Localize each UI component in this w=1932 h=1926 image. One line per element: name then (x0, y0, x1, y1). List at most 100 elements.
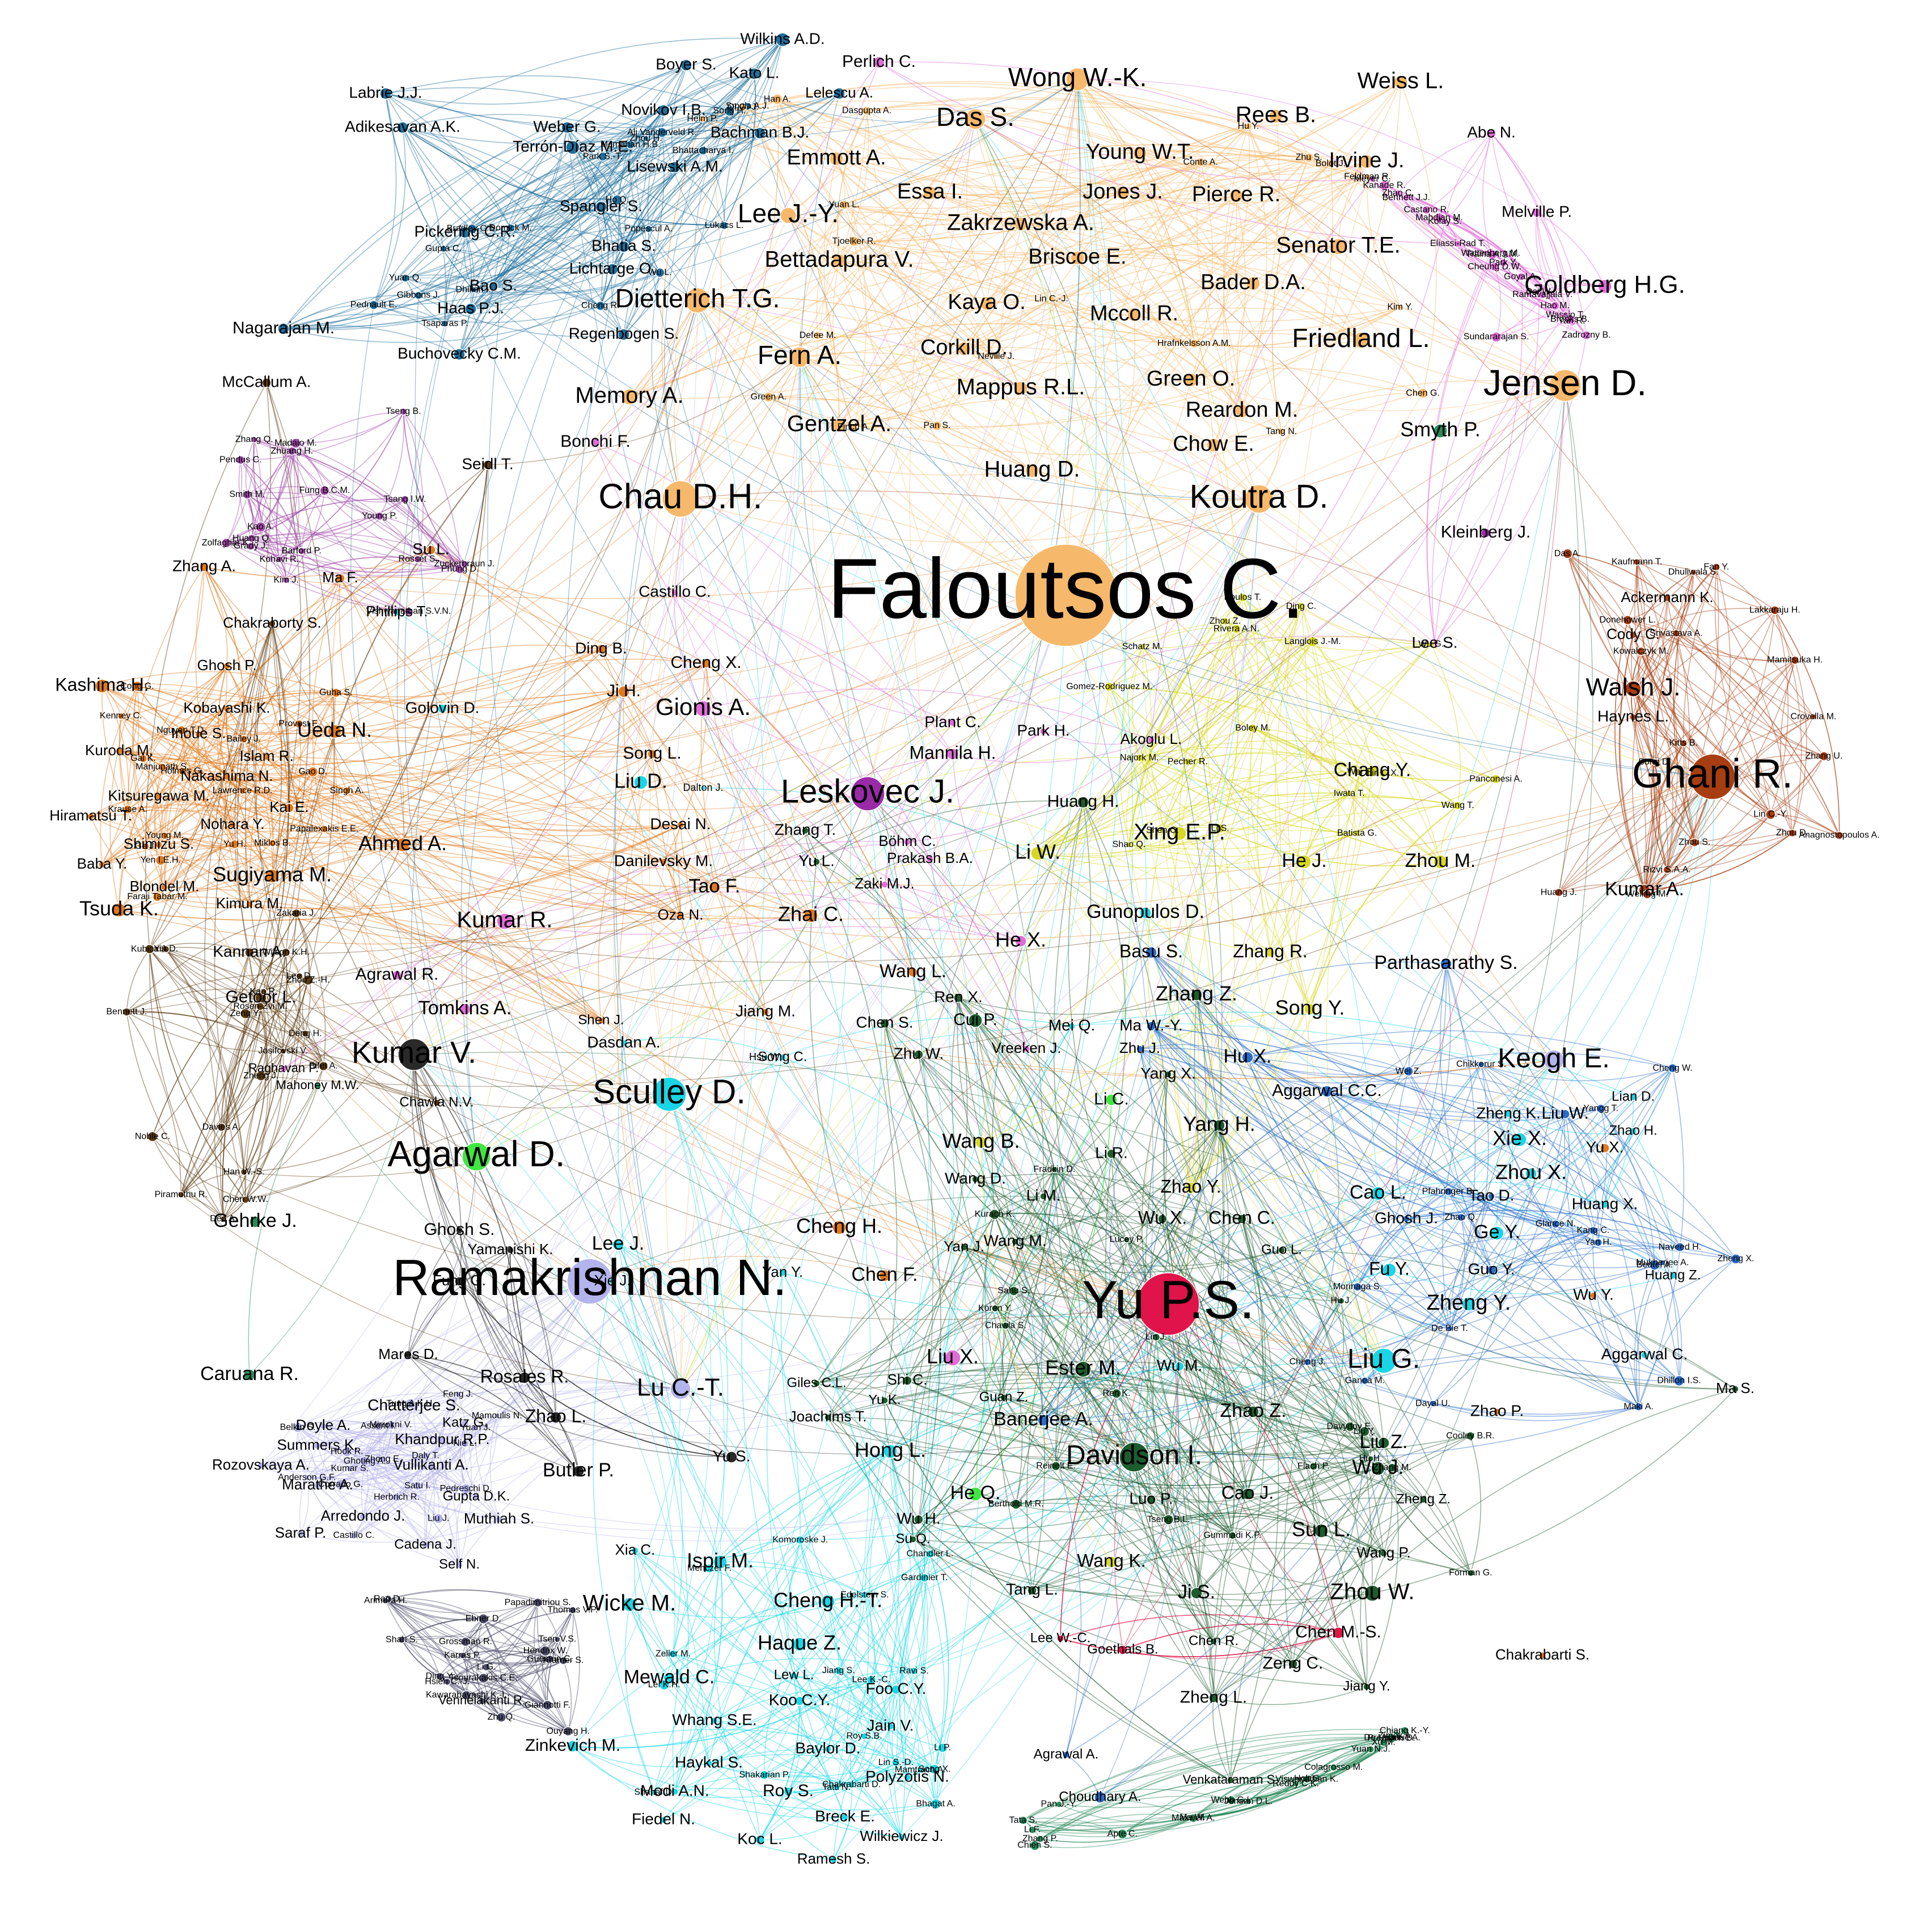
coauthor-edge (720, 1561, 800, 1645)
coauthor-edge (470, 127, 568, 310)
coauthor-edge (567, 122, 662, 133)
coauthor-edge (1383, 1442, 1393, 1554)
coauthor-edge (483, 1602, 539, 1679)
author-label: Zadrozny B. (1562, 331, 1610, 340)
coauthor-edge (249, 824, 681, 910)
coauthor-edge (307, 1476, 397, 1498)
coauthor-edge (447, 1602, 538, 1682)
coauthor-edge (323, 1425, 466, 1489)
coauthor-edge (1236, 163, 1331, 196)
coauthor-edge (1059, 1799, 1193, 1818)
coauthor-edge (663, 39, 783, 111)
coauthor-edge (349, 79, 1078, 1469)
coauthor-edge (1043, 1191, 1449, 1421)
coauthor-edge (890, 1451, 925, 1578)
coauthor-edge (234, 772, 314, 845)
coauthor-edge (459, 1281, 732, 1458)
coauthor-edge (127, 809, 1554, 1079)
coauthor-edge (1060, 1614, 1339, 1639)
coauthor-edge (1633, 688, 1772, 815)
coauthor-edge (323, 1425, 500, 1520)
coauthor-edge (1156, 1337, 1233, 1536)
coauthor-edge (708, 1594, 865, 1764)
coauthor-edge (1192, 1783, 1296, 1818)
coauthor-edge (1646, 743, 1684, 895)
coauthor-edge (854, 240, 1052, 299)
coauthor-edge (1247, 1057, 1409, 1078)
coauthor-edge (413, 1281, 590, 1407)
coauthor-edge (1003, 1397, 1293, 1665)
coauthor-edge (613, 225, 725, 1390)
coauthor-edge (493, 156, 603, 287)
coauthor-edge (413, 1406, 467, 1489)
coauthor-edge (1139, 1048, 1365, 1381)
coauthor-edge (714, 1720, 837, 1788)
coauthor-edge (1248, 1737, 1393, 1802)
coauthor-edge (1281, 392, 1423, 432)
coauthor-edge (1151, 385, 1566, 1500)
coauthor-edge (1326, 1091, 1663, 1263)
coauthor-edge (223, 952, 288, 1220)
coauthor-edge (1280, 82, 1401, 432)
coauthor-edge (1014, 1216, 1163, 1242)
coauthor-edge (1641, 651, 1673, 870)
coauthor-edge (1162, 1218, 1211, 1594)
coauthor-edge (816, 204, 845, 336)
coauthor-edge (799, 357, 1044, 1197)
coauthor-edge (283, 595, 1067, 1052)
coauthor-edge (1168, 1303, 1339, 1633)
coauthor-edge (1151, 1026, 1556, 1225)
coauthor-edge (572, 1746, 936, 1811)
coauthor-edge (119, 767, 163, 911)
author-label: Weiss L. (1358, 69, 1444, 94)
coauthor-edge (844, 144, 1331, 205)
coauthor-edge (1468, 1131, 1634, 1305)
coauthor-edge (245, 1013, 284, 1052)
author-label: Tsaparas P. (421, 319, 468, 328)
author-label: Ding B. (575, 639, 627, 657)
author-label: Wang L. (880, 960, 946, 981)
author-label: Koo C.Y. (769, 1691, 830, 1708)
author-label: Das A. (1554, 549, 1581, 558)
author-label: Seidl T. (462, 455, 513, 472)
coauthor-edge (1122, 192, 1195, 344)
coauthor-edge (629, 1604, 709, 1764)
author-label: Zhou X. (1495, 1161, 1567, 1184)
coauthor-edge (742, 107, 1123, 195)
author-label: Tseng B. (386, 407, 421, 416)
author-label: Walsh J. (1586, 674, 1680, 701)
author-label: Chen M.-S. (1295, 1623, 1381, 1641)
author-label: Guo L. (1261, 1242, 1302, 1257)
coauthor-edge (1037, 644, 1431, 854)
coauthor-edge (418, 295, 624, 337)
author-label: Pfahringer B. (1422, 1187, 1475, 1196)
coauthor-edge (839, 260, 997, 357)
coauthor-edge (1248, 126, 1339, 247)
coauthor-edge (1109, 646, 1143, 687)
coauthor-edge (975, 118, 1645, 891)
coauthor-edge (349, 1468, 426, 1546)
coauthor-edge (119, 578, 341, 752)
author-label: Lakkaraju H. (1749, 605, 1800, 615)
coauthor-edge (1600, 1108, 1655, 1265)
coauthor-edge (714, 793, 882, 1721)
coauthor-edge (1620, 634, 1648, 895)
coauthor-edge (305, 1033, 1135, 1458)
author-label: Bhattacharya I. (673, 146, 734, 155)
coauthor-edge (908, 1247, 965, 1540)
coauthor-edge (1427, 254, 1493, 644)
coauthor-edge (782, 1057, 1180, 1367)
coauthor-edge (247, 494, 409, 612)
coauthor-edge (226, 543, 409, 612)
coauthor-edge (1059, 1804, 1194, 1823)
coauthor-edge (890, 1451, 925, 1778)
coauthor-edge (1151, 952, 1599, 1243)
author-label: Gunopulos D. (1087, 901, 1204, 922)
coauthor-edge (149, 949, 437, 1103)
coauthor-edge (759, 1700, 800, 1840)
author-label: Ouyang H. (547, 1726, 590, 1736)
coauthor-edge (759, 1700, 800, 1840)
coauthor-edge (980, 757, 1140, 1143)
coauthor-edge (777, 83, 1309, 158)
author-label: Wei F. (1347, 767, 1372, 777)
